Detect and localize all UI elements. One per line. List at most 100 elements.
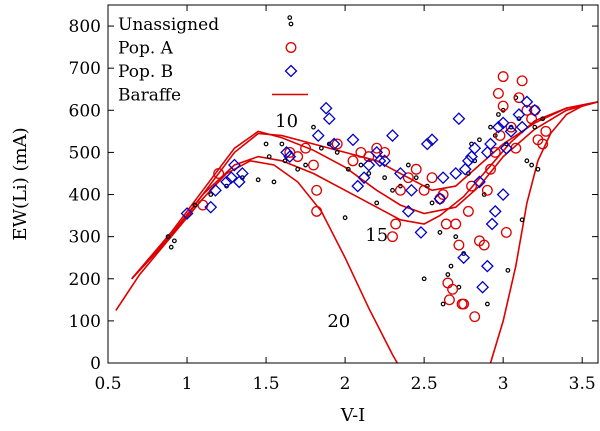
pop-b-point xyxy=(457,251,471,265)
unassigned-point xyxy=(529,162,535,168)
unassigned-point xyxy=(266,154,272,160)
y-tick-label: 300 xyxy=(69,228,101,248)
pop-b-point xyxy=(373,154,387,168)
pop-a-point xyxy=(537,138,549,150)
unassigned-point xyxy=(295,166,301,172)
pop-b-point xyxy=(520,95,534,109)
pop-b-point xyxy=(180,207,194,220)
curve-labels: 10 15 20 xyxy=(275,111,388,332)
pop-a-point xyxy=(489,146,501,158)
y-tick-label: 100 xyxy=(69,312,101,332)
unassigned-point xyxy=(496,112,501,117)
legend-marker-swatch xyxy=(284,64,298,78)
pop-b-point xyxy=(228,158,241,172)
pop-a-point xyxy=(213,168,225,179)
curve-age-label: 20 xyxy=(327,311,350,332)
pop-a-point xyxy=(308,159,319,171)
legend-label: Unassigned xyxy=(118,15,219,35)
pop-b-point xyxy=(473,175,486,189)
pop-b-point xyxy=(204,200,218,214)
unassigned-point xyxy=(282,158,288,164)
y-tick-label: 600 xyxy=(69,101,101,121)
pop-a-point xyxy=(469,311,481,323)
pop-b-point xyxy=(378,154,392,168)
pop-b-point xyxy=(499,141,513,155)
pop-b-point xyxy=(414,226,428,239)
y-tick-label: 400 xyxy=(69,186,101,206)
y-tick-label: 200 xyxy=(69,270,101,290)
pop-a-point xyxy=(363,151,375,163)
pop-a-point xyxy=(447,283,459,295)
unassigned-point xyxy=(168,244,174,250)
pop-b-point xyxy=(480,259,494,273)
pop-b-point xyxy=(386,129,399,142)
pop-a-point xyxy=(453,239,465,251)
pop-b-point xyxy=(235,167,249,180)
pop-a-point xyxy=(513,92,525,104)
unassigned-point xyxy=(448,263,454,269)
legend-marker-swatch xyxy=(285,42,297,53)
pop-b-point xyxy=(425,133,439,147)
pop-a-point xyxy=(458,298,470,310)
curve-age-label: 10 xyxy=(275,111,298,132)
unassigned-point xyxy=(208,192,214,197)
unassigned-point xyxy=(303,162,308,168)
pop-a-point xyxy=(394,184,406,196)
unassigned-point xyxy=(342,215,348,221)
legend-label: Pop. B xyxy=(118,62,173,82)
unassigned-point xyxy=(437,230,443,235)
pop-a-point xyxy=(481,184,493,196)
axis-ticks: 0.5 1 1.5 2 2.5 3 3.5 0 100 200 300 400 500 600 700 800 xyxy=(69,5,598,394)
x-tick-label: 1.5 xyxy=(253,374,280,394)
baraffe-curve xyxy=(131,101,599,280)
pop-b-point xyxy=(401,204,415,218)
unassigned-point xyxy=(505,267,511,273)
y-axis-title: EW(Li) (mA) xyxy=(10,127,31,240)
pop-b-point xyxy=(458,162,472,176)
pop-a-point xyxy=(478,239,490,251)
pop-a-point xyxy=(540,125,552,137)
pop-b-point xyxy=(488,204,502,218)
x-tick-label: 2.5 xyxy=(411,374,438,394)
unassigned-point xyxy=(311,124,316,130)
pop-b-point xyxy=(283,150,297,164)
unassigned-point xyxy=(366,171,372,176)
x-tick-label: 1 xyxy=(182,374,193,394)
pop-b-point xyxy=(496,188,510,201)
pop-a-point xyxy=(410,163,422,175)
unassigned-point xyxy=(271,179,277,185)
x-tick-label: 2 xyxy=(340,374,351,394)
pop-b-point xyxy=(461,154,475,168)
pop-a-point xyxy=(443,294,455,306)
pop-b-point xyxy=(480,145,494,159)
pop-b-point xyxy=(280,145,294,159)
unassigned-point xyxy=(488,124,493,130)
pop-b-point xyxy=(327,137,341,151)
pop-a-point xyxy=(311,205,323,217)
pop-a-point xyxy=(387,231,398,243)
pop-b-point xyxy=(362,158,376,172)
pop-b-point xyxy=(468,141,482,155)
pop-b-point xyxy=(311,129,325,142)
unassigned-point xyxy=(535,166,541,172)
y-tick-label: 700 xyxy=(69,59,101,79)
pop-b-point xyxy=(433,192,447,206)
pop-b-point xyxy=(504,124,518,138)
unassigned-point xyxy=(358,162,364,168)
unassigned-point xyxy=(345,166,351,172)
unassigned-point xyxy=(192,202,198,208)
pop-a-point xyxy=(521,104,533,116)
unassigned-point xyxy=(165,234,171,240)
pop-b-point xyxy=(452,112,466,126)
pop-a-point xyxy=(347,155,359,167)
y-tick-label: 500 xyxy=(69,143,101,163)
x-tick-label: 3 xyxy=(498,374,509,394)
pop-a-point xyxy=(442,277,454,289)
legend: Unassigned Pop. A Pop. B Baraffe xyxy=(118,15,308,106)
pop-b-point xyxy=(346,133,360,147)
plot-frame xyxy=(107,4,599,364)
unassigned-point xyxy=(540,116,546,122)
unassigned-point xyxy=(477,137,482,143)
pop-b-point xyxy=(224,171,238,185)
